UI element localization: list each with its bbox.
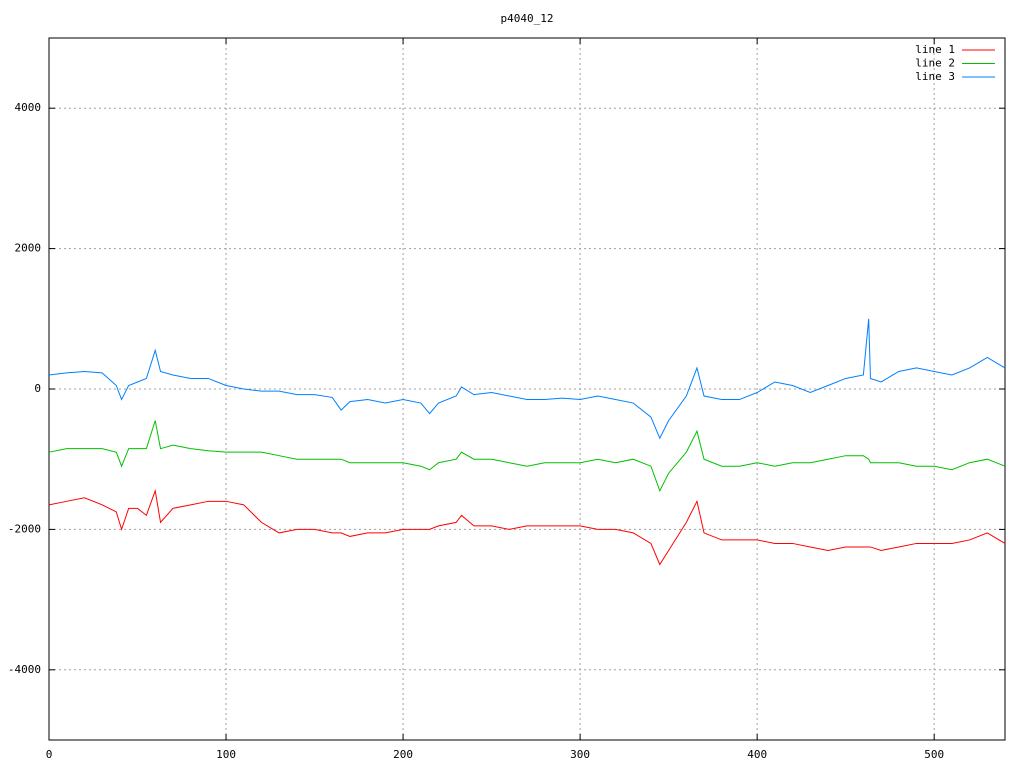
y-tick-label: -2000 — [8, 522, 41, 535]
x-tick-label: 400 — [747, 748, 767, 761]
legend-label: line 1 — [915, 43, 955, 56]
series-line — [48, 420, 1006, 493]
legend-label: line 3 — [915, 70, 955, 83]
x-tick-label: 500 — [924, 748, 944, 761]
x-tick-label: 0 — [46, 748, 53, 761]
series-line — [48, 488, 1006, 566]
chart-title: p4040_12 — [501, 12, 554, 25]
y-tick-label: -4000 — [8, 663, 41, 676]
series-line — [48, 318, 1006, 440]
y-tick-label: 0 — [34, 382, 41, 395]
y-tick-label: 4000 — [15, 101, 42, 114]
legend-label: line 2 — [915, 57, 955, 70]
x-tick-label: 200 — [393, 748, 413, 761]
y-tick-label: 2000 — [15, 242, 42, 255]
plot-border — [48, 37, 1006, 741]
x-tick-label: 300 — [570, 748, 590, 761]
x-tick-label: 100 — [216, 748, 236, 761]
